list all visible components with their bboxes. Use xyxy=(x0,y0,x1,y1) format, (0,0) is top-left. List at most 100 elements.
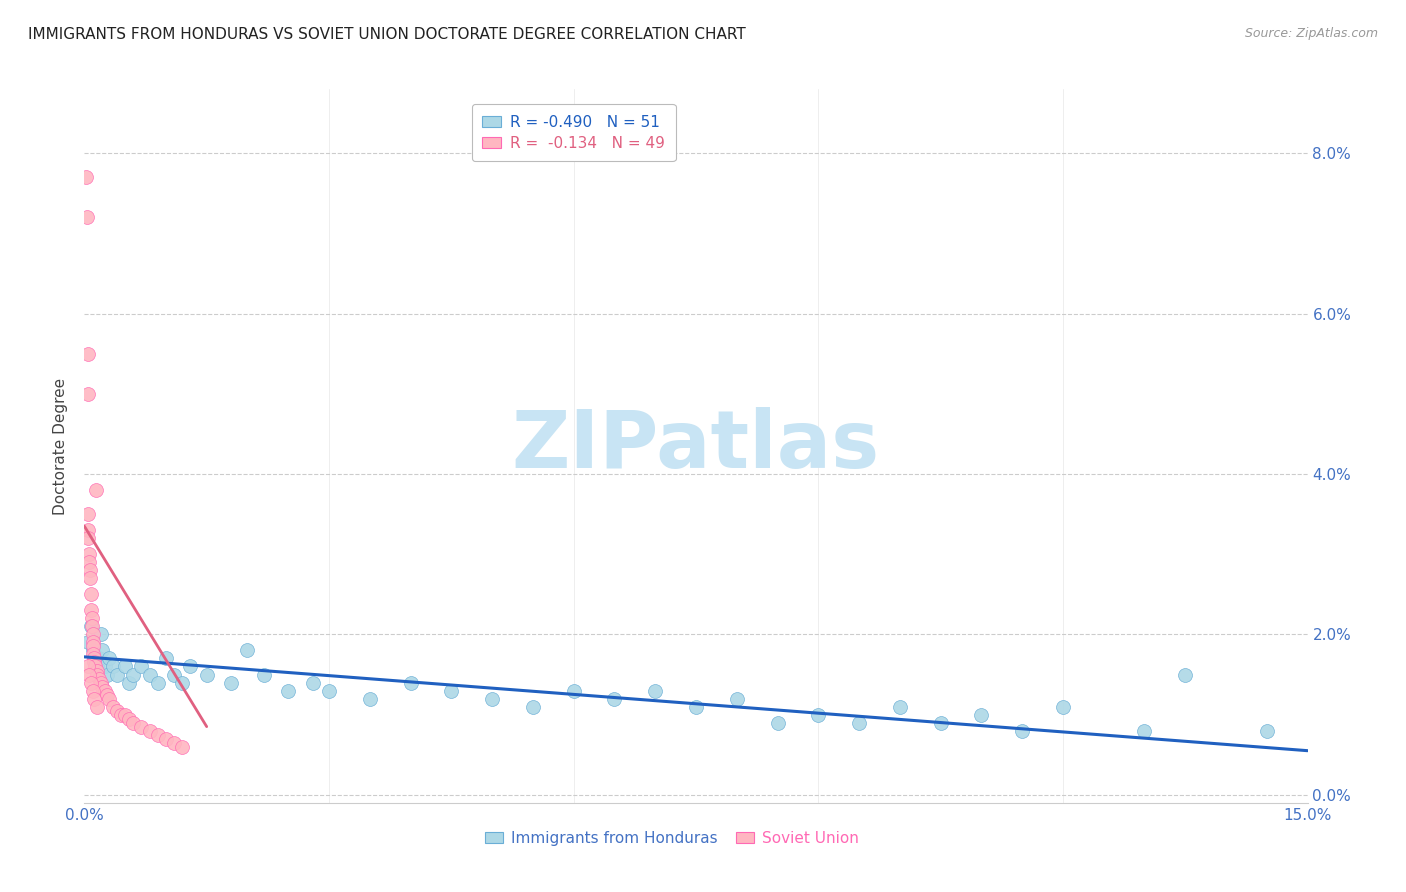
Point xyxy=(970,707,993,722)
Point xyxy=(101,659,124,673)
Point xyxy=(86,699,108,714)
Point xyxy=(131,720,153,734)
Y-axis label: Doctorate Degree: Doctorate Degree xyxy=(53,377,69,515)
Point xyxy=(725,691,748,706)
Point xyxy=(603,691,626,706)
Text: Source: ZipAtlas.com: Source: ZipAtlas.com xyxy=(1244,27,1378,40)
Point xyxy=(83,656,105,670)
Text: ZIPatlas: ZIPatlas xyxy=(512,407,880,485)
Point xyxy=(118,712,141,726)
Point xyxy=(889,699,911,714)
Point xyxy=(1174,667,1197,681)
Point xyxy=(93,659,115,673)
Point xyxy=(79,571,101,585)
Point xyxy=(91,680,114,694)
Point xyxy=(83,651,105,665)
Point xyxy=(82,683,104,698)
Point xyxy=(90,627,112,641)
Point xyxy=(301,675,323,690)
Point xyxy=(77,531,100,545)
Point xyxy=(105,667,128,681)
Point xyxy=(91,643,114,657)
Point xyxy=(82,627,104,641)
Point xyxy=(399,675,422,690)
Point xyxy=(82,635,104,649)
Point xyxy=(146,675,169,690)
Point xyxy=(766,715,789,730)
Point xyxy=(122,715,145,730)
Point xyxy=(110,707,132,722)
Point xyxy=(807,707,830,722)
Point xyxy=(685,699,707,714)
Point xyxy=(80,675,103,690)
Point xyxy=(219,675,242,690)
Point xyxy=(644,683,666,698)
Point xyxy=(359,691,381,706)
Point xyxy=(84,483,107,497)
Point xyxy=(163,736,186,750)
Point xyxy=(77,555,100,569)
Point xyxy=(155,731,177,746)
Point xyxy=(77,547,100,561)
Point xyxy=(97,651,120,665)
Point xyxy=(179,659,201,673)
Point xyxy=(440,683,463,698)
Point xyxy=(122,667,145,681)
Point xyxy=(522,699,544,714)
Point xyxy=(114,659,136,673)
Point xyxy=(87,651,110,665)
Point xyxy=(172,739,194,754)
Point xyxy=(236,643,259,657)
Point xyxy=(82,643,104,657)
Point xyxy=(76,387,98,401)
Point xyxy=(1133,723,1156,738)
Point xyxy=(1011,723,1033,738)
Point xyxy=(77,507,100,521)
Point xyxy=(118,675,141,690)
Legend: Immigrants from Honduras, Soviet Union: Immigrants from Honduras, Soviet Union xyxy=(478,825,865,852)
Point xyxy=(82,648,104,662)
Point xyxy=(90,675,112,690)
Point xyxy=(138,667,160,681)
Point xyxy=(114,707,136,722)
Point xyxy=(195,667,218,681)
Point xyxy=(77,635,100,649)
Point xyxy=(277,683,299,698)
Point xyxy=(146,728,169,742)
Point xyxy=(562,683,585,698)
Point xyxy=(87,672,110,686)
Point xyxy=(105,704,128,718)
Point xyxy=(318,683,340,698)
Point xyxy=(1052,699,1074,714)
Point xyxy=(79,563,101,577)
Point xyxy=(1256,723,1278,738)
Point xyxy=(86,664,108,678)
Point xyxy=(96,667,118,681)
Point xyxy=(80,603,103,617)
Point xyxy=(86,667,108,681)
Point xyxy=(101,699,124,714)
Point xyxy=(97,691,120,706)
Point xyxy=(929,715,952,730)
Point xyxy=(131,659,153,673)
Point xyxy=(163,667,186,681)
Point xyxy=(83,651,105,665)
Point xyxy=(75,170,97,185)
Text: IMMIGRANTS FROM HONDURAS VS SOVIET UNION DOCTORATE DEGREE CORRELATION CHART: IMMIGRANTS FROM HONDURAS VS SOVIET UNION… xyxy=(28,27,745,42)
Point xyxy=(83,691,105,706)
Point xyxy=(76,347,98,361)
Point xyxy=(848,715,870,730)
Point xyxy=(253,667,276,681)
Point xyxy=(93,683,115,698)
Point xyxy=(77,667,100,681)
Point xyxy=(80,619,103,633)
Point xyxy=(155,651,177,665)
Point xyxy=(77,523,100,537)
Point xyxy=(86,659,108,673)
Point xyxy=(172,675,194,690)
Point xyxy=(138,723,160,738)
Point xyxy=(80,619,103,633)
Point xyxy=(80,587,103,601)
Point xyxy=(96,688,118,702)
Point xyxy=(481,691,503,706)
